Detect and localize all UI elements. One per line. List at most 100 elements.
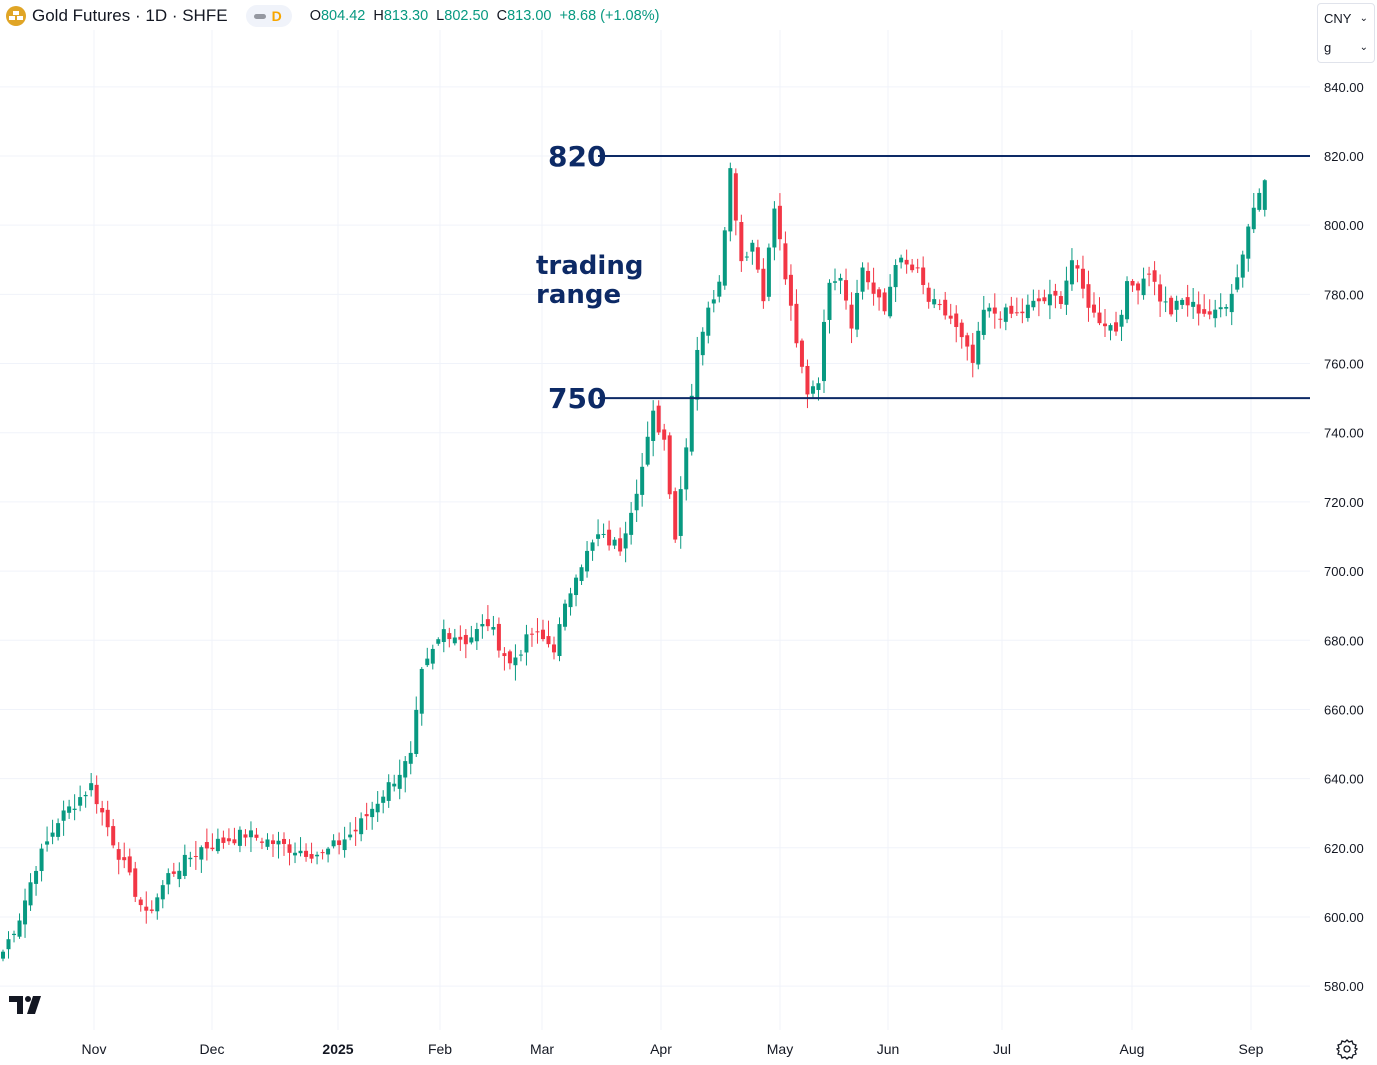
candle-body: [827, 282, 832, 320]
candle: [799, 338, 804, 374]
candle-body: [188, 857, 193, 860]
candle-body: [1025, 304, 1030, 319]
candle-body: [1075, 265, 1080, 269]
candle-body: [970, 344, 975, 363]
candle-body: [524, 634, 529, 653]
candle-body: [662, 429, 667, 440]
unit-select[interactable]: g ⌄: [1318, 33, 1374, 62]
settings-icon[interactable]: [1335, 1038, 1359, 1065]
candle-body: [766, 247, 771, 297]
candle-body: [540, 629, 545, 640]
candle: [673, 487, 678, 543]
candle: [1003, 303, 1008, 331]
grid-lines: [0, 30, 1310, 1030]
unit-selector[interactable]: CNY ⌄ g ⌄: [1317, 3, 1375, 63]
candle-body: [667, 435, 672, 495]
candle: [441, 619, 446, 653]
candle: [1053, 283, 1058, 309]
candle-body: [772, 208, 777, 248]
candle-body: [502, 653, 507, 657]
candle-body: [210, 847, 215, 850]
candle-body: [882, 292, 887, 312]
candle: [794, 289, 799, 348]
candle: [557, 617, 562, 662]
gold-logo-icon: [6, 6, 26, 26]
candle-body: [601, 533, 606, 535]
candle: [810, 380, 815, 398]
candle: [937, 299, 942, 311]
candle: [518, 649, 523, 662]
candle: [976, 321, 981, 370]
candle: [1257, 188, 1262, 212]
candle: [1042, 289, 1047, 304]
candle-body: [579, 567, 584, 582]
candle: [56, 818, 61, 841]
candle-body: [56, 823, 61, 837]
candle-body: [805, 365, 810, 395]
candle: [1213, 299, 1218, 328]
candle-body: [992, 307, 997, 314]
candle-body: [34, 870, 39, 884]
ohlc-change: +8.68 (+1.08%): [559, 8, 660, 24]
candle: [39, 843, 44, 882]
candle-body: [94, 784, 99, 805]
y-tick-label: 740.00: [1324, 426, 1364, 441]
ohlc-open: O804.42: [309, 8, 366, 24]
candle-body: [6, 939, 11, 950]
candlestick-series: [1, 162, 1267, 962]
candle-body: [739, 222, 744, 262]
currency-select[interactable]: CNY ⌄: [1318, 4, 1374, 33]
candle-body: [700, 331, 705, 356]
y-tick-label: 820.00: [1324, 149, 1364, 164]
candle-body: [491, 627, 496, 630]
candle: [877, 287, 882, 311]
candle: [265, 833, 270, 850]
tradingview-logo-icon[interactable]: [9, 996, 45, 1019]
candle-body: [529, 633, 534, 635]
candle-body: [1064, 280, 1069, 305]
candle: [94, 775, 99, 814]
candle: [353, 816, 358, 846]
candle: [61, 800, 66, 836]
candle: [127, 848, 132, 876]
candle: [695, 336, 700, 411]
candle-body: [72, 808, 77, 810]
candle-body: [397, 774, 402, 789]
candle: [298, 837, 303, 857]
candle-body: [915, 267, 920, 269]
candle: [513, 644, 518, 681]
candle-body: [888, 286, 893, 317]
candle: [496, 617, 501, 658]
candle: [860, 262, 865, 300]
candle-body: [1180, 299, 1185, 305]
candle-body: [403, 761, 408, 778]
candle: [739, 214, 744, 272]
candle: [1180, 297, 1185, 310]
ohlc-close: C813.00: [496, 8, 552, 24]
candle: [392, 774, 397, 792]
candle: [17, 913, 22, 939]
interval-badge[interactable]: D: [245, 5, 292, 27]
candle-body: [783, 243, 788, 280]
candle-body: [78, 797, 83, 806]
candle: [6, 931, 11, 959]
candle-body: [590, 542, 595, 551]
candle: [904, 249, 909, 274]
candle: [182, 844, 187, 880]
candle-body: [259, 841, 264, 843]
candle-body: [794, 303, 799, 344]
x-tick-label: May: [767, 1041, 793, 1057]
candle: [248, 821, 253, 853]
y-axis[interactable]: 840.00 820.00 800.00 780.00 760.00 740.00 720.…: [1324, 80, 1364, 994]
candle-body: [833, 281, 838, 283]
candle: [827, 279, 832, 334]
candle-body: [1036, 298, 1041, 302]
x-axis[interactable]: Nov Dec 2025 Feb Mar Apr May Jun Jul Aug Sep: [82, 1041, 1264, 1057]
candle: [965, 332, 970, 361]
symbol-title[interactable]: Gold Futures · 1D · SHFE: [32, 6, 228, 25]
candle-body: [1235, 277, 1240, 290]
candle: [348, 822, 353, 841]
candle: [282, 832, 287, 856]
